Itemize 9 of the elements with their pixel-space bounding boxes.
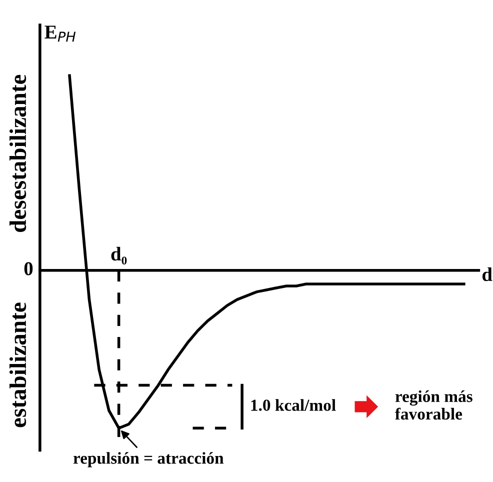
text: repulsión = atracción	[73, 452, 224, 468]
y-axis-title: E$_{PH}$	[44, 26, 76, 42]
text: 0	[24, 262, 33, 276]
text: desestabilizante	[9, 74, 26, 232]
annotation: d₀	[111, 246, 127, 264]
annotation: 1.0 kcal/mol	[251, 399, 336, 411]
x-axis-title: d	[482, 267, 492, 282]
text: estabilizante	[9, 302, 26, 428]
annotation: región más favorable	[395, 390, 472, 420]
